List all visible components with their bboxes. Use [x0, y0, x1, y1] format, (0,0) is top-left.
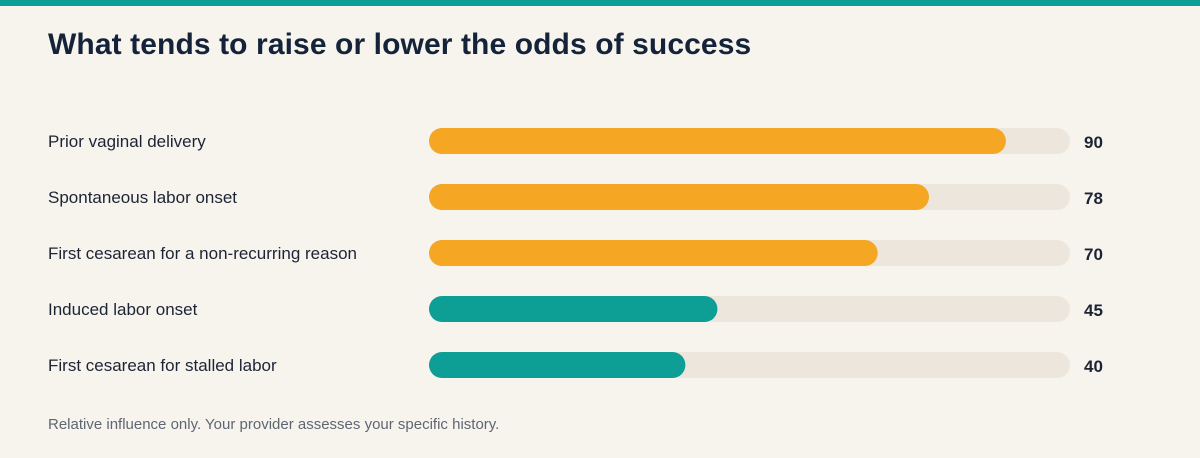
bar-row: First cesarean for a non-recurring reaso…: [48, 240, 1103, 266]
bar: [429, 128, 1006, 154]
bar-row: Prior vaginal delivery 90: [48, 128, 1103, 154]
category-label: Spontaneous labor onset: [48, 188, 237, 207]
data-label: 90: [1084, 133, 1103, 152]
category-label: First cesarean for stalled labor: [48, 356, 277, 375]
bar-row: Spontaneous labor onset 78: [48, 184, 1103, 210]
bar-row: First cesarean for stalled labor 40: [48, 352, 1103, 378]
bar: [429, 240, 878, 266]
category-label: Induced labor onset: [48, 300, 198, 319]
bar: [429, 296, 718, 322]
category-label: First cesarean for a non-recurring reaso…: [48, 244, 357, 263]
footnote: Relative influence only. Your provider a…: [48, 416, 500, 433]
data-label: 78: [1084, 189, 1103, 208]
bar-row: Induced labor onset 45: [48, 296, 1103, 322]
data-label: 40: [1084, 357, 1103, 376]
category-label: Prior vaginal delivery: [48, 132, 206, 151]
chart-title: What tends to raise or lower the odds of…: [48, 28, 752, 61]
top-accent-stripe: [0, 0, 1200, 6]
bar: [429, 352, 686, 378]
data-label: 45: [1084, 301, 1103, 320]
bar: [429, 184, 929, 210]
data-label: 70: [1084, 245, 1103, 264]
